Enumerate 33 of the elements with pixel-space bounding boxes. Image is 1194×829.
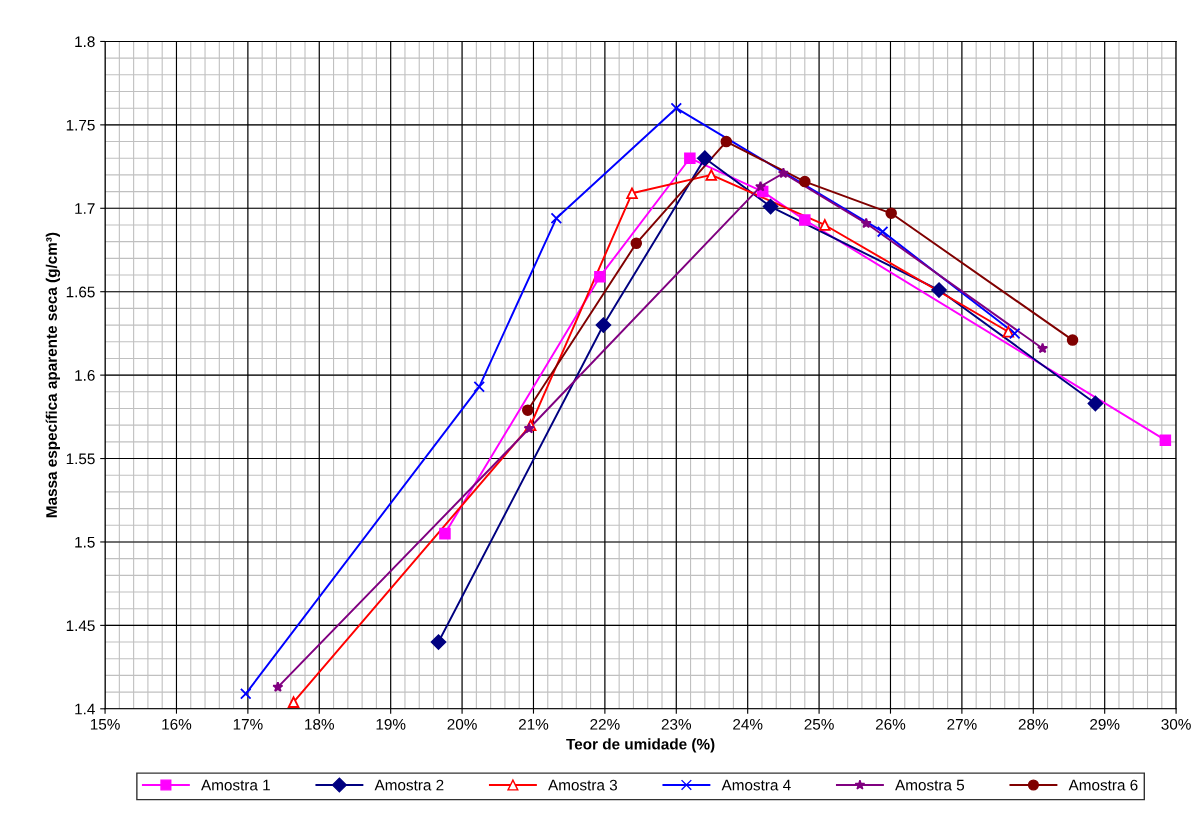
x-tick-label: 18% [305,718,335,730]
x-tick-label: 26% [875,718,906,730]
x-tick-label: 25% [804,718,834,730]
y-tick-label: 1.45 [66,620,95,632]
y-tick-label: 1.75 [66,119,95,131]
x-tick-label: 30% [1161,718,1191,730]
legend-label: Amostra 6 [1068,779,1138,791]
y-tick-label: 1.55 [66,453,95,465]
x-tick-label: 28% [1018,718,1049,730]
x-tick-label: 19% [376,718,406,730]
legend-label: Amostra 3 [548,779,617,791]
x-tick-label: 23% [661,718,692,730]
x-tick-label: 21% [518,718,549,730]
legend-label: Amostra 5 [895,779,965,791]
legend-label: Amostra 4 [721,779,791,791]
legend-label: Amostra 1 [201,779,270,791]
x-tick-label: 29% [1090,718,1120,730]
x-tick-label: 15% [90,718,120,730]
y-tick-label: 1.6 [75,369,95,381]
y-tick-label: 1.4 [75,703,95,715]
y-tick-label: 1.7 [75,203,95,214]
x-tick-label: 24% [733,718,763,730]
legend-label: Amostra 2 [374,779,444,791]
y-tick-label: 1.65 [66,286,95,298]
x-tick-label: 20% [447,718,477,730]
y-tick-label: 1.8 [75,36,95,48]
x-tick-label: 22% [590,718,620,730]
x-tick-label: 17% [233,718,263,730]
x-axis-title: Teor de umidade (%) [566,738,715,753]
x-tick-label: 27% [947,718,977,730]
y-tick-label: 1.5 [75,536,95,548]
x-tick-label: 16% [162,718,192,730]
y-axis-title: Massa específica aparente seca (g/cm³) [45,232,61,518]
